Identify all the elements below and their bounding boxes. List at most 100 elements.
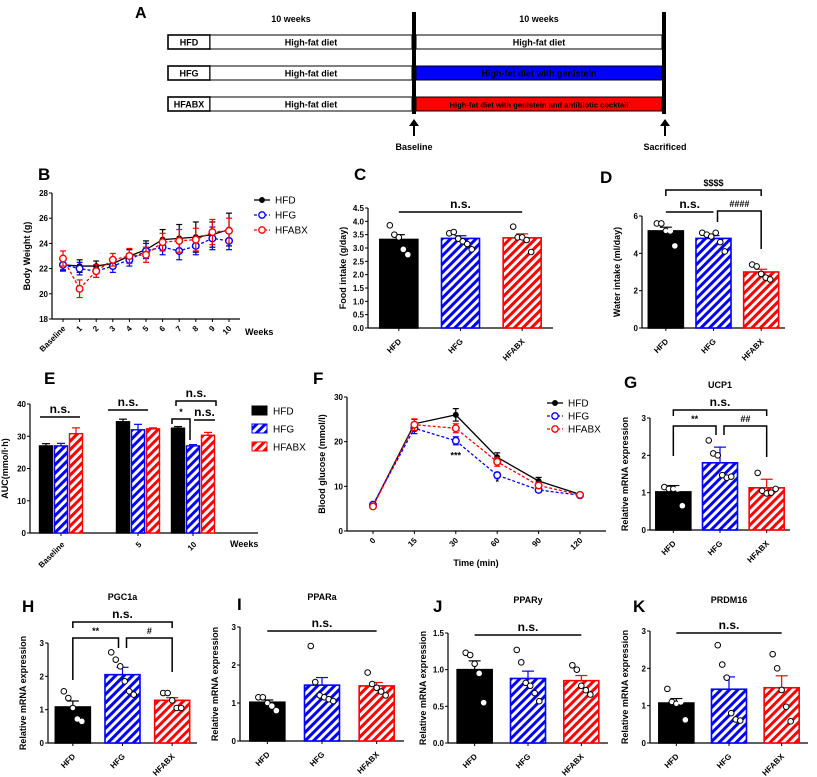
significance-bracket	[672, 425, 717, 456]
y-tick-label: 0	[634, 324, 639, 333]
data-point	[92, 267, 101, 276]
data-point	[130, 691, 138, 698]
baseline-arrow-icon	[409, 119, 419, 136]
data-point	[782, 703, 790, 711]
data-point	[112, 656, 120, 663]
x-tick-label: 5	[134, 540, 144, 550]
data-point	[307, 642, 315, 650]
y-tick-label: 0.5	[433, 702, 445, 711]
x-tick-label: HFABX	[740, 337, 766, 363]
x-tick-label: 120	[569, 536, 585, 552]
y-tick-label: 4	[634, 249, 639, 258]
data-point	[723, 674, 731, 681]
data-point	[712, 229, 720, 237]
y-tick-label: 0	[642, 739, 647, 748]
x-tick-label: HFD	[59, 752, 77, 770]
x-tick-label: HFG	[715, 752, 733, 770]
group-label: HFG	[180, 69, 199, 79]
sacrificed-divider	[662, 12, 666, 114]
legend-label: HFG	[273, 425, 294, 436]
data-point	[718, 661, 726, 668]
chart-panel-h: 0 1 2 3 Relative mRNA expression PGC1a HFD HFG H…	[18, 592, 197, 777]
y-tick-label: 3	[40, 639, 45, 648]
significance-label: #	[147, 626, 152, 636]
y-tick-label: 3	[232, 623, 237, 632]
y-tick-label: 4.5	[353, 204, 365, 213]
y-tick-label: 0.0	[433, 739, 445, 748]
y-axis-title: Relative mRNA expression	[620, 417, 630, 531]
bar-hfd	[38, 445, 54, 534]
significance-label: n.s.	[50, 402, 71, 416]
chart-panel-g: 0 1 2 3 Relative mRNA expression UCP1 HFD HFG HF…	[620, 380, 790, 565]
significance-label: n.s.	[112, 607, 133, 621]
y-tick-label: 24	[39, 239, 48, 248]
x-tick-label: HFG	[447, 337, 465, 355]
y-axis-title: Relative mRNA expression	[210, 627, 220, 741]
data-point	[682, 717, 689, 723]
chart-title: UCP1	[708, 380, 732, 390]
panel-label-j: J	[433, 597, 442, 616]
chart-panel-i: 0 1 2 3 Relative mRNA expression PPARa HFD HFG H…	[210, 592, 404, 776]
panel-label: A	[135, 5, 147, 22]
bar-hfabx	[200, 434, 216, 534]
group-label: HFABX	[174, 100, 205, 110]
significance-label: $$$$	[703, 178, 723, 188]
phase1-label: High-fat diet	[285, 100, 338, 110]
y-tick-label: 1	[642, 702, 647, 711]
significance-label: *	[179, 407, 183, 417]
data-point	[679, 502, 686, 509]
data-point	[273, 707, 280, 714]
data-point	[757, 270, 765, 278]
significance-bracket	[723, 425, 768, 457]
legend-marker	[551, 412, 559, 420]
data-point	[369, 502, 378, 511]
bar-hfabx	[153, 699, 191, 744]
significance-label: **	[92, 626, 100, 636]
data-point	[535, 697, 543, 705]
data-point	[75, 264, 84, 273]
y-axis-title: Water intake (ml/day)	[612, 227, 622, 317]
data-point	[59, 254, 68, 263]
data-point	[517, 659, 525, 666]
data-point	[177, 704, 185, 712]
x-tick-label: 1	[75, 324, 85, 334]
x-tick-label: 6	[158, 324, 168, 334]
data-point	[727, 709, 735, 717]
data-point	[329, 697, 337, 705]
bar-hfg	[53, 445, 69, 534]
data-point	[224, 226, 233, 235]
y-axis-title: Food intake (g/day)	[338, 227, 348, 310]
data-point	[769, 650, 776, 658]
data-point	[705, 437, 713, 444]
x-tick-label: HFD	[663, 752, 681, 770]
panel-label-c: C	[354, 165, 366, 184]
sacrificed-label: Sacrificed	[643, 142, 686, 152]
y-axis-title: Relative mRNA expression	[418, 631, 428, 745]
significance-label: n.s.	[719, 618, 740, 632]
data-point	[658, 220, 665, 227]
significance-bracket	[665, 189, 762, 196]
chart-panel-d: 0 2 4 6 Water intake (ml/day) HFD HFG HFABX $$$$…	[612, 178, 785, 363]
bar-hfg	[185, 445, 201, 534]
data-point	[727, 473, 735, 480]
data-point	[107, 649, 115, 656]
x-tick-label: 9	[207, 324, 217, 334]
y-tick-label: 3.0	[353, 244, 365, 253]
y-tick-label: 20	[17, 465, 26, 474]
period-label-2: 10 weeks	[519, 14, 559, 24]
y-tick-label: 1.0	[353, 297, 365, 306]
x-axis-title: Time (min)	[453, 558, 498, 568]
significance-bracket	[125, 637, 173, 672]
data-point	[75, 284, 84, 293]
data-point	[395, 234, 403, 241]
x-tick-label: 8	[191, 324, 201, 334]
x-tick-label: HFG	[308, 750, 326, 768]
y-tick-label: 18	[39, 315, 48, 324]
data-point	[767, 489, 775, 496]
significance-label: **	[691, 414, 699, 424]
y-tick-label: 0	[642, 526, 647, 535]
data-point	[754, 469, 761, 477]
legend-label: HFABX	[568, 425, 601, 436]
data-point	[108, 255, 117, 264]
data-point	[672, 243, 678, 249]
